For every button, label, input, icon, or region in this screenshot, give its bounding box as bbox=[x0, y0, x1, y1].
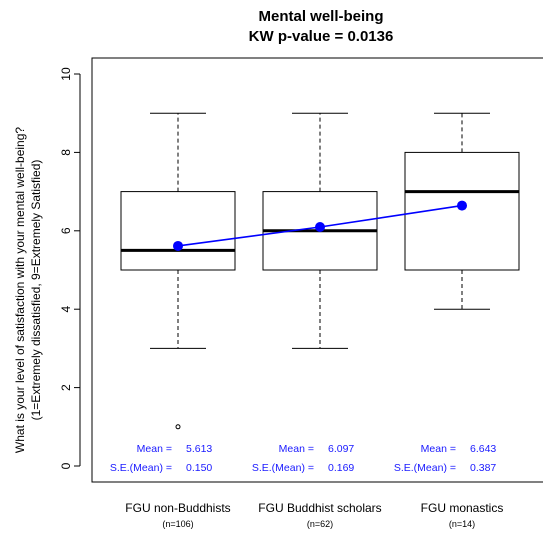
y-tick-label: 6 bbox=[59, 227, 73, 234]
iqr-box bbox=[120, 191, 236, 271]
y-axis: 0 2 4 6 8 10 bbox=[59, 67, 81, 469]
summary-stats: Mean = 5.613 S.E.(Mean) = 0.150 Mean = 6.097 S… bbox=[110, 443, 497, 474]
y-tick-label: 2 bbox=[59, 384, 73, 391]
chart-subtitle: KW p-value = 0.0136 bbox=[249, 28, 394, 45]
x-category-label: FGU Buddhist scholars bbox=[258, 501, 381, 515]
y-tick-label: 4 bbox=[59, 306, 73, 313]
mean-stat-value: 6.643 bbox=[470, 443, 496, 455]
box-group bbox=[404, 112, 520, 310]
mean-stat-value: 6.097 bbox=[328, 443, 354, 455]
x-category-n: (n=62) bbox=[307, 519, 333, 529]
mean-stat-value: 5.613 bbox=[186, 443, 212, 455]
mean-line-layer bbox=[173, 200, 467, 251]
y-tick-label: 8 bbox=[59, 149, 73, 156]
chart-title: Mental well-being bbox=[258, 8, 383, 25]
se-stat-label: S.E.(Mean) = bbox=[394, 462, 456, 474]
mean-stat-label: Mean = bbox=[279, 443, 314, 455]
outlier-point bbox=[175, 424, 181, 430]
x-category-label: FGU monastics bbox=[421, 501, 504, 515]
plot-frame bbox=[91, 57, 543, 483]
boxes bbox=[120, 112, 520, 430]
mean-stat-label: Mean = bbox=[137, 443, 172, 455]
y-tick-label: 0 bbox=[59, 462, 73, 469]
mean-point bbox=[173, 240, 183, 251]
y-axis-label-line2: (1=Extremely dissatisfied, 9=Extremely S… bbox=[29, 160, 43, 421]
mean-point bbox=[457, 200, 467, 211]
se-stat-label: S.E.(Mean) = bbox=[110, 462, 172, 474]
x-category-n: (n=14) bbox=[449, 519, 475, 529]
se-stat-value: 0.387 bbox=[470, 462, 496, 474]
mean-stat-label: Mean = bbox=[421, 443, 456, 455]
y-tick-label: 10 bbox=[59, 67, 73, 81]
box-group bbox=[262, 112, 378, 349]
box-group bbox=[120, 112, 236, 430]
y-axis-label-line1: What is your level of satisfaction with … bbox=[13, 127, 27, 453]
mean-point bbox=[315, 221, 325, 232]
se-stat-value: 0.150 bbox=[186, 462, 212, 474]
x-category-label: FGU non-Buddhists bbox=[125, 501, 230, 515]
se-stat-label: S.E.(Mean) = bbox=[252, 462, 314, 474]
se-stat-value: 0.169 bbox=[328, 462, 354, 474]
x-axis-labels: FGU non-Buddhists (n=106) FGU Buddhist sch… bbox=[125, 501, 503, 529]
x-category-n: (n=106) bbox=[162, 519, 193, 529]
